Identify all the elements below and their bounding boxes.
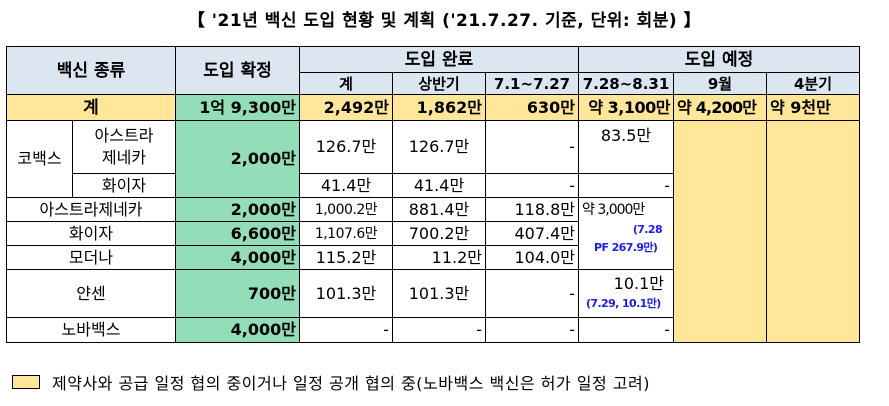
legend-swatch: [12, 375, 40, 389]
header-total: 계: [299, 72, 393, 95]
header-confirmed: 도입 확정: [175, 46, 300, 95]
janssen-total: 101.3만: [299, 269, 393, 318]
total-sep: 약 4,200만: [673, 94, 767, 121]
table-row: 아스트라제네카 2,000만 1,000.2만 881.4만 118.8만 약 …: [6, 197, 860, 270]
total-row: 계 1억 9,300만 2,492만 1,862만 630만 약 3,100만 …: [6, 94, 860, 121]
moderna-label: 모더나: [6, 245, 176, 270]
novavax-jul-aug: -: [578, 317, 674, 343]
covax-az-label-line2: 제네카: [101, 148, 147, 167]
header-first-half: 상반기: [392, 72, 486, 95]
janssen-jul-aug: 10.1만 (7.29, 10.1만): [578, 269, 674, 318]
az-pf-md-jul-aug: 약 3,000만 (7.28 PF 267.9만): [578, 197, 674, 270]
legend: 제약사와 공급 일정 협의 중이거나 일정 공개 협의 중(노바백스 백신은 허…: [12, 372, 650, 393]
az-label: 아스트라제네카: [6, 197, 176, 222]
table-row: 화이자 6,600만 1,107.6만 700.2만 407.4만: [6, 221, 860, 246]
q4-planned-cell: [766, 120, 860, 343]
janssen-confirmed: 700만: [175, 269, 300, 318]
sep-planned-cell: [673, 120, 767, 343]
az-pf-md-jul-aug-note2: PF 267.9만): [594, 241, 658, 254]
pfizer-label: 화이자: [6, 221, 176, 246]
moderna-first-half: 11.2만: [392, 245, 486, 270]
header-jul-aug: 7.28~8.31: [578, 72, 674, 95]
header-row-2: 계 상반기 7.1~7.27 7.28~8.31 9월 4분기: [7, 72, 860, 95]
janssen-jul-aug-note: (7.29, 10.1만): [586, 297, 661, 310]
total-jul-aug: 약 3,100만: [578, 94, 674, 121]
moderna-confirmed: 4,000만: [175, 245, 300, 270]
table-row: 얀센 700만 101.3만 101.3만 - 10.1만 (7.29, 10.…: [6, 269, 860, 318]
moderna-total: 115.2만: [299, 245, 393, 270]
covax-az-total: 126.7만: [299, 120, 393, 174]
covax-pf-jul-aug: -: [578, 173, 674, 198]
pfizer-confirmed: 6,600만: [175, 221, 300, 246]
az-jul: 118.8만: [485, 197, 579, 222]
header-row-1: 백신 종류 도입 확정 도입 완료 도입 예정: [6, 46, 860, 95]
covax-az-first-half: 126.7만: [392, 120, 486, 174]
header-q4: 4분기: [766, 72, 860, 95]
az-pf-md-jul-aug-note1: (7.28: [632, 223, 663, 236]
janssen-label: 얀센: [6, 269, 176, 318]
covax-az-label-line1: 아스트라: [94, 126, 154, 145]
janssen-first-half: 101.3만: [392, 269, 486, 318]
covax-pf-total: 41.4만: [299, 173, 393, 198]
novavax-total: -: [299, 317, 393, 343]
table-row: 코백스 아스트라 제네카 2,000만 126.7만 126.7만 - 83.5…: [6, 120, 860, 343]
novavax-confirmed: 4,000만: [175, 317, 300, 343]
page-title: 【 '21년 백신 도입 현황 및 계획 ('21.7.27. 기준, 단위: …: [187, 11, 702, 31]
pfizer-jul: 407.4만: [485, 221, 579, 246]
total-label: 계: [6, 94, 176, 121]
novavax-first-half: -: [392, 317, 486, 343]
total-jul: 630만: [485, 94, 579, 121]
total-first-half: 1,862만: [392, 94, 486, 121]
header-jul: 7.1~7.27: [485, 72, 579, 95]
covax-pf-label: 화이자: [72, 173, 176, 198]
janssen-jul: -: [485, 269, 579, 318]
az-first-half: 881.4만: [392, 197, 486, 222]
vaccine-table: 백신 종류 도입 확정 도입 완료 도입 예정 계 상반기 7.1~7.27 7…: [6, 46, 860, 343]
total-confirmed: 1억 9,300만: [175, 94, 300, 121]
az-confirmed: 2,000만: [175, 197, 300, 222]
table-row: 모더나 4,000만 115.2만 11.2만 104.0만: [6, 245, 860, 270]
total-q4: 약 9천만: [766, 94, 860, 121]
novavax-jul: -: [485, 317, 579, 343]
covax-confirmed: 2,000만: [175, 120, 300, 198]
moderna-jul: 104.0만: [485, 245, 579, 270]
covax-pf-jul: -: [485, 173, 579, 198]
legend-text: 제약사와 공급 일정 협의 중이거나 일정 공개 협의 중(노바백스 백신은 허…: [52, 374, 650, 393]
header-sep: 9월: [673, 72, 767, 95]
table-row: 노바백스 4,000만 - - - -: [6, 317, 860, 343]
az-total: 1,000.2만: [299, 197, 393, 222]
pfizer-first-half: 700.2만: [392, 221, 486, 246]
header-planned: 도입 예정: [578, 46, 860, 73]
az-pf-md-jul-aug-main: 약 3,000만: [582, 202, 645, 218]
pfizer-total: 1,107.6만: [299, 221, 393, 246]
novavax-label: 노바백스: [6, 317, 176, 343]
covax-pf-first-half: 41.4만: [392, 173, 486, 198]
covax-az-jul-aug: 83.5만: [578, 120, 674, 174]
header-completed: 도입 완료: [299, 46, 579, 73]
janssen-jul-aug-main: 10.1만: [613, 274, 664, 293]
total-completed: 2,492만: [299, 94, 393, 121]
covax-az-jul: -: [485, 120, 579, 174]
header-vaccine-type: 백신 종류: [6, 46, 176, 95]
covax-az-label: 아스트라 제네카: [72, 120, 176, 174]
covax-label: 코백스: [6, 120, 73, 198]
